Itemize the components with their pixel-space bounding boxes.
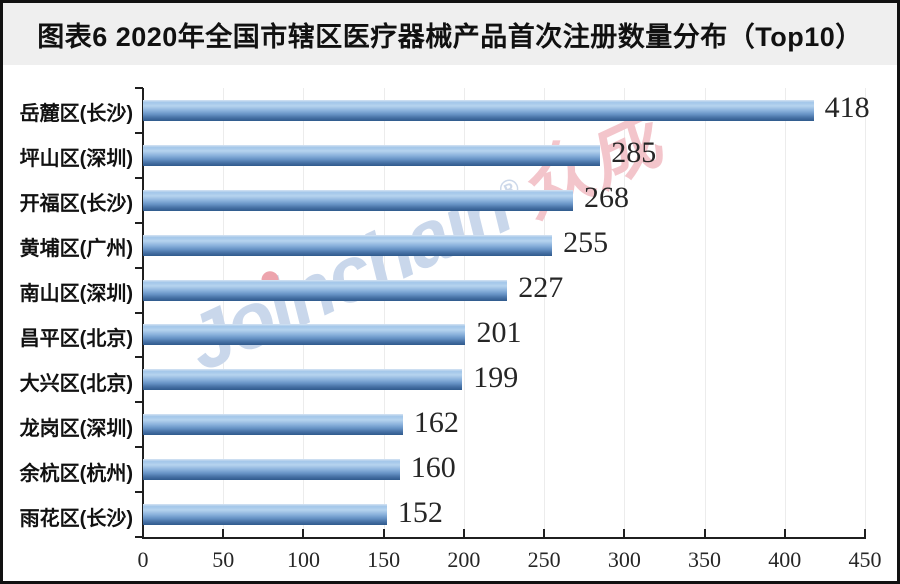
category-label: 岳麓区(长沙): [19, 103, 133, 126]
bar: [143, 189, 573, 211]
x-axis-label: 50: [212, 547, 235, 572]
y-axis-tick: [135, 536, 143, 538]
x-axis-tick: [783, 529, 786, 537]
category-label: 雨花区(长沙): [19, 507, 133, 530]
category-label: 龙岗区(深圳): [19, 417, 133, 440]
bar: [143, 369, 463, 391]
x-axis-tick: [864, 529, 866, 537]
value-label: 418: [824, 91, 870, 125]
x-axis-label: 150: [367, 547, 401, 572]
value-label: 201: [476, 315, 522, 349]
x-axis-tick: [142, 529, 144, 537]
value-label: 160: [410, 450, 456, 484]
x-axis-label: 300: [607, 547, 641, 572]
x-axis-label: 200: [447, 547, 481, 572]
y-axis-tick: [135, 87, 143, 89]
bar: [143, 414, 403, 436]
y-axis-tick: [135, 311, 143, 314]
bar: [143, 144, 601, 166]
x-axis-line: [142, 537, 866, 539]
value-label: 285: [611, 136, 657, 170]
value-label: 255: [563, 226, 609, 260]
bar: [143, 234, 553, 256]
value-label: 152: [397, 495, 443, 529]
bar: [143, 279, 508, 301]
y-axis-tick: [135, 401, 143, 404]
value-label: 227: [518, 271, 564, 305]
category-label: 黄埔区(广州): [19, 238, 133, 261]
category-label: 昌平区(北京): [19, 327, 133, 350]
bar: [143, 504, 387, 526]
bar: [143, 324, 466, 346]
gridline-x-200: [463, 88, 465, 537]
bar: [143, 459, 400, 481]
chart-title: 图表6 2020年全国市辖区医疗器械产品首次注册数量分布（Top10）: [37, 21, 863, 52]
bar: [143, 99, 814, 121]
y-axis-tick: [135, 266, 143, 269]
category-label: 开福区(长沙): [19, 193, 133, 216]
y-axis-tick: [135, 491, 143, 494]
gridline-x-50: [223, 88, 225, 537]
value-label: 162: [413, 405, 459, 439]
gridline-x-450: [865, 88, 866, 537]
x-axis-label: 250: [527, 547, 561, 572]
x-axis-tick: [703, 529, 706, 537]
y-axis-tick: [135, 131, 143, 134]
gridline-x-150: [383, 88, 385, 537]
value-label: 268: [583, 181, 629, 215]
x-axis-label: 350: [688, 547, 722, 572]
y-axis-tick: [135, 221, 143, 224]
category-label: 坪山区(深圳): [19, 148, 133, 171]
x-axis-tick: [382, 529, 385, 537]
x-axis-label: 450: [848, 547, 882, 572]
y-axis-tick: [135, 356, 143, 359]
x-axis-label: 400: [768, 547, 802, 572]
title-band: 图表6 2020年全国市辖区医疗器械产品首次注册数量分布（Top10）: [3, 3, 897, 65]
x-axis-tick: [462, 529, 465, 537]
value-label: 199: [473, 360, 519, 394]
gridline-x-100: [303, 88, 305, 537]
category-label: 南山区(深圳): [19, 283, 133, 306]
plot-grid-layer: [3, 3, 897, 581]
x-axis-tick: [623, 529, 626, 537]
gridline-x-400: [784, 88, 786, 537]
y-axis-tick: [135, 176, 143, 179]
gridline-x-250: [544, 88, 546, 537]
x-axis-tick: [543, 529, 546, 537]
category-label: 余杭区(杭州): [19, 462, 133, 485]
x-axis-label: 0: [137, 547, 149, 572]
bar-layer: 0 50 100 150 200 250 300 350 400 450 岳麓区(长沙) 418 坪山区…: [3, 3, 897, 581]
y-axis-tick: [135, 446, 143, 449]
x-axis-tick: [222, 529, 225, 537]
gridline-x-300: [624, 88, 626, 537]
x-axis-label: 100: [286, 547, 320, 572]
x-axis-tick: [302, 529, 305, 537]
category-label: 大兴区(北京): [19, 372, 133, 395]
gridline-x-350: [704, 88, 706, 537]
y-axis-line: [142, 88, 144, 537]
